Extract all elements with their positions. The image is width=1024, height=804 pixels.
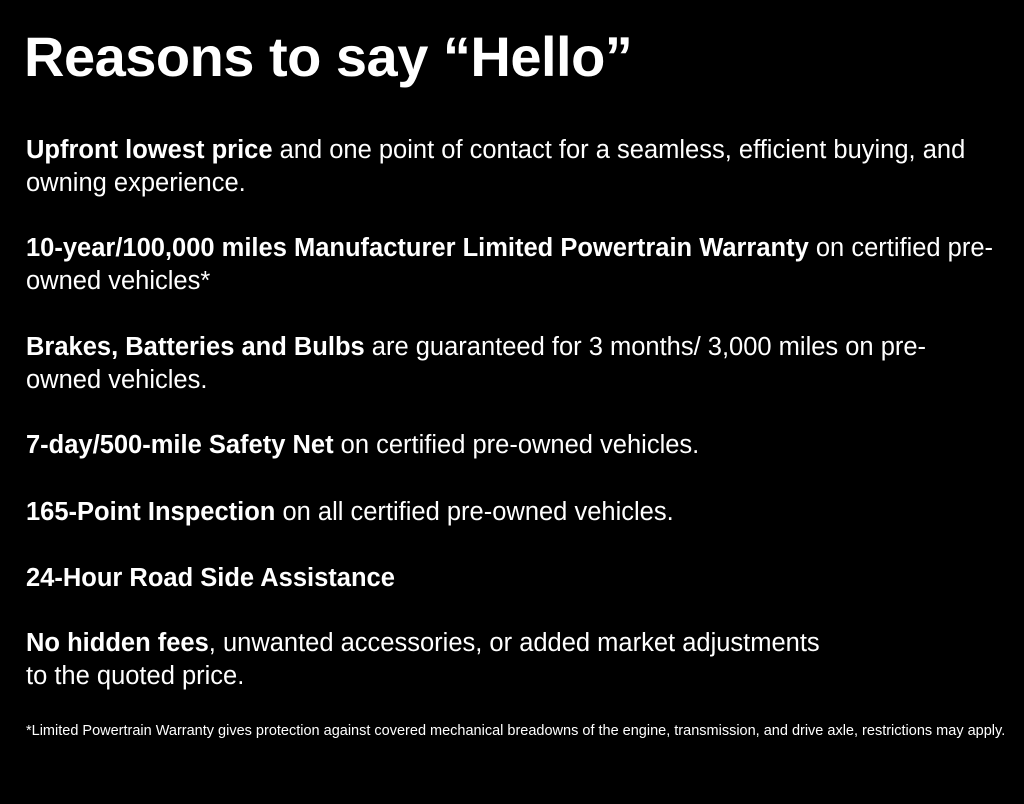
reason-item: No hidden fees, unwanted accessories, or…: [26, 627, 826, 693]
reason-highlight: No hidden fees: [26, 629, 209, 657]
reason-item: 24-Hour Road Side Assistance: [26, 562, 1001, 595]
reason-text: on all certified pre-owned vehicles.: [275, 498, 674, 526]
reason-text: and one point of contact for a seamless,…: [26, 136, 966, 197]
reason-item: Upfront lowest price and one point of co…: [26, 134, 976, 200]
reason-highlight: 24-Hour Road Side Assistance: [26, 564, 395, 592]
reason-highlight: 7-day/500-mile Safety Net: [26, 431, 334, 459]
reason-item: 7-day/500-mile Safety Net on certified p…: [26, 429, 1001, 462]
reason-text: on certified pre-owned vehicles.: [333, 431, 700, 459]
reason-highlight: Brakes, Batteries and Bulbs: [26, 333, 365, 361]
reason-highlight: 10-year/100,000 miles Manufacturer Limit…: [26, 234, 809, 262]
reason-highlight: Upfront lowest price: [26, 136, 273, 164]
reason-text: are guaranteed for 3 months/ 3,000 miles…: [26, 333, 927, 394]
reason-item: 10-year/100,000 miles Manufacturer Limit…: [26, 232, 1001, 298]
page-title: Reasons to say “Hello”: [24, 25, 633, 88]
reason-item: 165-Point Inspection on all certified pr…: [26, 496, 1001, 529]
reason-text: on certified pre-owned vehicles*: [26, 234, 994, 295]
footnote: *Limited Powertrain Warranty gives prote…: [26, 723, 1006, 739]
reason-text: , unwanted accessories, or added market …: [26, 629, 820, 690]
reason-highlight: 165-Point Inspection: [26, 498, 276, 526]
reason-item: Brakes, Batteries and Bulbs are guarante…: [26, 331, 1001, 397]
